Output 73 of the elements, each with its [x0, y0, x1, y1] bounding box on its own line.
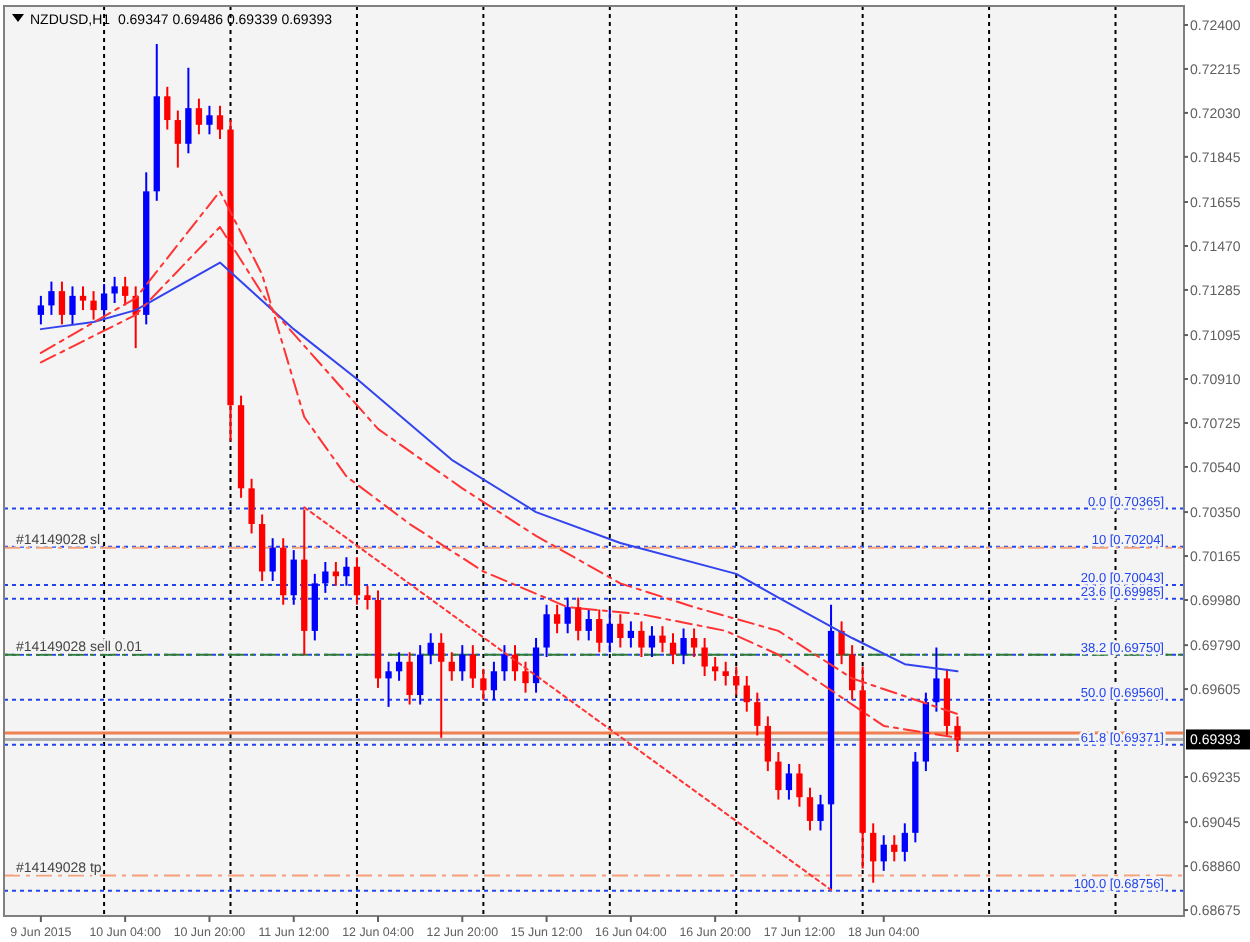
candlestick — [195, 97, 203, 136]
candlestick — [838, 620, 845, 666]
candlestick — [37, 294, 45, 326]
candlestick — [543, 603, 550, 659]
candlestick — [690, 627, 698, 659]
candlestick — [659, 625, 666, 654]
candlestick — [459, 644, 466, 682]
candlestick — [280, 537, 287, 606]
candlestick — [501, 644, 508, 682]
candlestick — [353, 556, 361, 606]
candlestick — [417, 644, 424, 706]
candlestick — [164, 85, 171, 131]
candlestick — [775, 751, 782, 801]
candlestick — [553, 603, 561, 635]
candlestick — [480, 667, 487, 701]
candlestick — [58, 280, 66, 326]
candlestick — [701, 637, 708, 678]
candlestick — [954, 715, 961, 754]
candlestick — [258, 513, 266, 582]
candlestick — [891, 834, 898, 863]
candlestick — [90, 290, 97, 321]
candlestick — [796, 762, 803, 808]
candlestick — [680, 627, 687, 666]
candlestick — [385, 660, 392, 708]
candlestick — [943, 667, 951, 737]
candlestick — [185, 66, 192, 155]
candlestick — [395, 651, 403, 682]
candlestick — [322, 560, 329, 594]
candlestick — [880, 834, 887, 872]
candlestick — [764, 715, 771, 773]
candlestick — [406, 651, 413, 706]
candlestick — [438, 632, 445, 739]
candlestick — [248, 477, 255, 535]
candlestick — [596, 608, 603, 654]
candlestick — [806, 786, 814, 832]
candlestick — [722, 660, 729, 687]
candlestick — [174, 109, 181, 169]
candlestick — [522, 660, 529, 694]
candlestick — [870, 822, 877, 884]
candlestick — [206, 104, 213, 136]
candlestick — [817, 793, 824, 832]
candlestick — [638, 620, 645, 659]
candlestick — [48, 280, 55, 316]
candlestick — [343, 556, 350, 587]
candlestick — [564, 596, 571, 635]
candlestick — [469, 644, 476, 689]
candlestick — [269, 537, 276, 582]
candlestick — [617, 613, 624, 649]
candlestick — [100, 282, 108, 321]
candlestick — [627, 620, 635, 649]
candlestick — [901, 822, 908, 863]
candlestick — [311, 572, 318, 642]
candlestick — [69, 285, 76, 326]
candlestick — [933, 646, 940, 713]
candlestick — [606, 608, 613, 654]
candlestick — [364, 584, 371, 611]
candlestick — [290, 549, 297, 606]
candlestick — [785, 762, 793, 801]
candlestick — [585, 608, 592, 642]
candlestick — [743, 675, 750, 713]
candlestick — [332, 560, 340, 587]
candlestick — [79, 285, 87, 312]
candlestick — [122, 275, 129, 307]
candlestick — [669, 632, 677, 666]
candlestick — [648, 625, 656, 659]
candlestick — [427, 632, 434, 666]
candlestick — [216, 104, 224, 141]
candlestick — [733, 665, 740, 697]
candlestick — [754, 691, 761, 737]
candlestick — [490, 660, 498, 701]
candlestick — [575, 596, 582, 642]
candlestick — [448, 651, 455, 682]
candlestick — [111, 275, 118, 304]
